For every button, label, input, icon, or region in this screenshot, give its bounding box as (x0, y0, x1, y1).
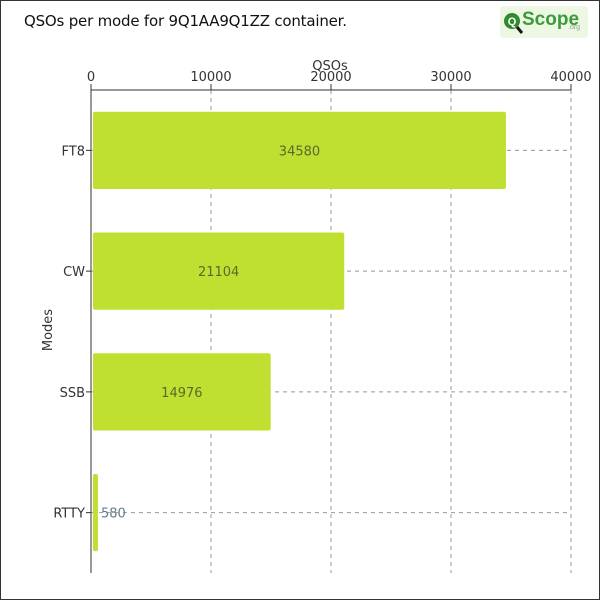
logo-text: Scope (522, 9, 580, 30)
x-tick-label: 30000 (430, 70, 471, 85)
y-axis-title: Modes (41, 309, 56, 351)
bar-value-label: 21104 (198, 265, 239, 280)
logo-suffix: .org (568, 24, 581, 31)
x-axis-title: QSOs (312, 59, 348, 74)
axes: 0 10000 20000 30000 40000 FT8 CW SSB RTTY (53, 70, 592, 573)
x-tick-label: 0 (87, 70, 95, 85)
x-tick-label: 10000 (190, 70, 231, 85)
y-tick-label: SSB (60, 386, 85, 401)
logo-initial: Q (508, 16, 517, 28)
bar-rtty[interactable] (93, 473, 98, 552)
bar-ft8[interactable] (93, 111, 506, 190)
bar-cw[interactable] (93, 232, 345, 310)
x-tick-label: 20000 (310, 70, 351, 85)
y-tick-label: FT8 (62, 144, 85, 159)
bar-value-label: 34580 (279, 144, 320, 159)
bar-value-label: 580 (101, 507, 126, 522)
chart-title: QSOs per mode for 9Q1AA9Q1ZZ container. (24, 12, 347, 30)
qscope-logo[interactable]: Q Scope .org (500, 6, 588, 38)
y-tick-label: CW (63, 265, 85, 280)
bar-ssb[interactable] (93, 353, 271, 431)
x-tick-label: 40000 (550, 70, 591, 85)
bar-value-label: 14976 (161, 386, 202, 401)
bars: 34580 21104 14976 580 (93, 111, 506, 552)
logo-icon: Q (500, 6, 588, 38)
y-tick-label: RTTY (53, 507, 85, 522)
